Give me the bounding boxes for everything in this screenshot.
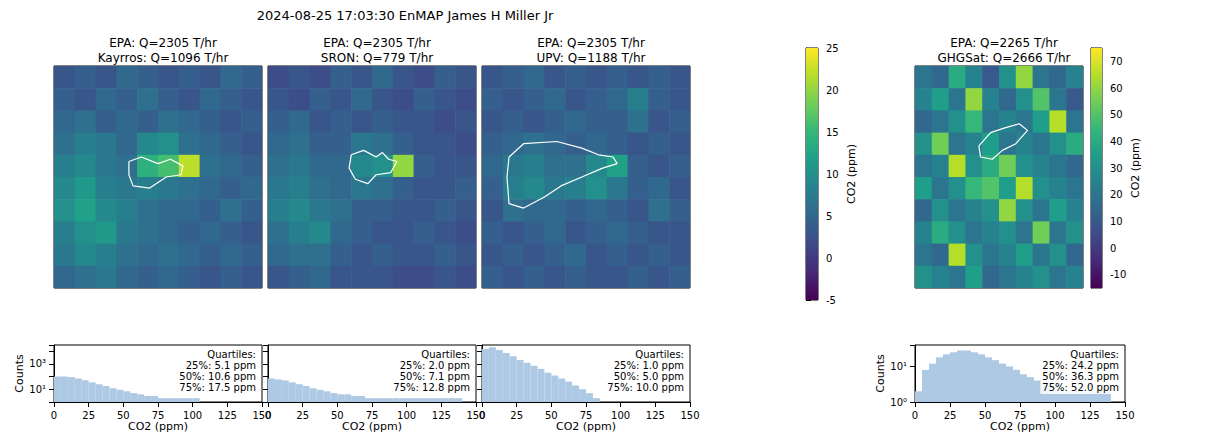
svg-text:CO2 (ppm): CO2 (ppm) bbox=[1129, 138, 1142, 198]
svg-text:50%: 7.1 ppm: 50%: 7.1 ppm bbox=[400, 371, 470, 382]
svg-text:10¹: 10¹ bbox=[890, 361, 907, 372]
svg-text:CO2 (ppm): CO2 (ppm) bbox=[990, 420, 1050, 433]
svg-text:50: 50 bbox=[545, 410, 558, 421]
svg-text:Counts: Counts bbox=[13, 354, 26, 393]
svg-text:30: 30 bbox=[1110, 163, 1123, 174]
svg-text:150: 150 bbox=[680, 410, 699, 421]
svg-text:25%: 5.1 ppm: 25%: 5.1 ppm bbox=[186, 360, 256, 371]
svg-text:75%: 10.0 ppm: 75%: 10.0 ppm bbox=[607, 382, 684, 393]
svg-text:10: 10 bbox=[826, 169, 839, 180]
svg-text:Quartiles:: Quartiles: bbox=[207, 349, 256, 360]
svg-text:10⁰: 10⁰ bbox=[890, 397, 907, 408]
svg-text:60: 60 bbox=[1110, 83, 1123, 94]
svg-text:0: 0 bbox=[912, 410, 918, 421]
svg-text:75: 75 bbox=[580, 410, 593, 421]
svg-text:75: 75 bbox=[152, 410, 165, 421]
svg-text:EPA: Q=2265 T/hr: EPA: Q=2265 T/hr bbox=[950, 36, 1058, 50]
svg-text:20: 20 bbox=[1110, 189, 1123, 200]
svg-text:100: 100 bbox=[397, 410, 416, 421]
svg-text:SRON: Q=779 T/hr: SRON: Q=779 T/hr bbox=[321, 51, 433, 65]
svg-text:Counts: Counts bbox=[874, 354, 887, 393]
svg-text:10³: 10³ bbox=[29, 358, 46, 369]
svg-text:75%: 17.5 ppm: 75%: 17.5 ppm bbox=[179, 382, 256, 393]
svg-text:EPA: Q=2305 T/hr: EPA: Q=2305 T/hr bbox=[109, 36, 217, 50]
svg-text:UPV: Q=1188 T/hr: UPV: Q=1188 T/hr bbox=[537, 51, 646, 65]
svg-text:50: 50 bbox=[1110, 109, 1123, 120]
svg-text:10: 10 bbox=[1110, 216, 1123, 227]
svg-text:75: 75 bbox=[366, 410, 379, 421]
svg-text:25%: 24.2 ppm: 25%: 24.2 ppm bbox=[1042, 360, 1119, 371]
svg-text:15: 15 bbox=[826, 127, 839, 138]
svg-text:Kayrros: Q=1096 T/hr: Kayrros: Q=1096 T/hr bbox=[98, 51, 229, 65]
svg-text:EPA: Q=2305 T/hr: EPA: Q=2305 T/hr bbox=[537, 36, 645, 50]
svg-text:100: 100 bbox=[611, 410, 630, 421]
svg-text:75%: 12.8 ppm: 75%: 12.8 ppm bbox=[393, 382, 470, 393]
svg-text:70: 70 bbox=[1110, 56, 1123, 67]
svg-text:150: 150 bbox=[1115, 410, 1134, 421]
svg-text:0: 0 bbox=[479, 410, 485, 421]
svg-text:75%: 52.0 ppm: 75%: 52.0 ppm bbox=[1042, 382, 1119, 393]
svg-text:125: 125 bbox=[218, 410, 237, 421]
svg-text:GHGSat: Q=2666 T/hr: GHGSat: Q=2666 T/hr bbox=[938, 51, 1071, 65]
svg-text:50%: 5.0 ppm: 50%: 5.0 ppm bbox=[614, 371, 684, 382]
svg-text:20: 20 bbox=[826, 85, 839, 96]
svg-text:Quartiles:: Quartiles: bbox=[1070, 349, 1119, 360]
svg-text:125: 125 bbox=[1080, 410, 1099, 421]
svg-text:10¹: 10¹ bbox=[29, 384, 46, 395]
svg-text:25%: 2.0 ppm: 25%: 2.0 ppm bbox=[400, 360, 470, 371]
svg-text:125: 125 bbox=[646, 410, 665, 421]
svg-text:150: 150 bbox=[252, 410, 271, 421]
svg-text:CO2 (ppm): CO2 (ppm) bbox=[342, 420, 402, 433]
svg-text:125: 125 bbox=[432, 410, 451, 421]
svg-text:CO2 (ppm): CO2 (ppm) bbox=[845, 144, 858, 204]
svg-text:CO2 (ppm): CO2 (ppm) bbox=[556, 420, 616, 433]
svg-text:50: 50 bbox=[117, 410, 130, 421]
svg-text:25: 25 bbox=[82, 410, 95, 421]
svg-text:0: 0 bbox=[826, 253, 832, 264]
svg-text:100: 100 bbox=[1045, 410, 1064, 421]
svg-text:CO2 (ppm): CO2 (ppm) bbox=[128, 420, 188, 433]
svg-text:-5: -5 bbox=[826, 295, 836, 306]
svg-text:-10: -10 bbox=[1110, 269, 1126, 280]
svg-text:Quartiles:: Quartiles: bbox=[635, 349, 684, 360]
svg-text:25: 25 bbox=[510, 410, 523, 421]
svg-text:75: 75 bbox=[1014, 410, 1027, 421]
svg-text:25%: 1.0 ppm: 25%: 1.0 ppm bbox=[614, 360, 684, 371]
svg-text:100: 100 bbox=[183, 410, 202, 421]
svg-text:50: 50 bbox=[979, 410, 992, 421]
svg-text:25: 25 bbox=[826, 43, 839, 54]
svg-text:EPA: Q=2305 T/hr: EPA: Q=2305 T/hr bbox=[323, 36, 431, 50]
svg-text:25: 25 bbox=[944, 410, 957, 421]
svg-text:150: 150 bbox=[466, 410, 485, 421]
svg-text:50%: 36.3 ppm: 50%: 36.3 ppm bbox=[1042, 371, 1119, 382]
svg-text:0: 0 bbox=[265, 410, 271, 421]
svg-text:0: 0 bbox=[1110, 243, 1116, 254]
svg-text:40: 40 bbox=[1110, 136, 1123, 147]
svg-text:Quartiles:: Quartiles: bbox=[421, 349, 470, 360]
svg-text:25: 25 bbox=[296, 410, 309, 421]
svg-text:2024-08-25 17:03:30 EnMAP Jame: 2024-08-25 17:03:30 EnMAP James H Miller… bbox=[257, 8, 554, 23]
svg-text:5: 5 bbox=[826, 211, 832, 222]
svg-text:50: 50 bbox=[331, 410, 344, 421]
svg-text:0: 0 bbox=[51, 410, 57, 421]
svg-text:50%: 10.6 ppm: 50%: 10.6 ppm bbox=[179, 371, 256, 382]
